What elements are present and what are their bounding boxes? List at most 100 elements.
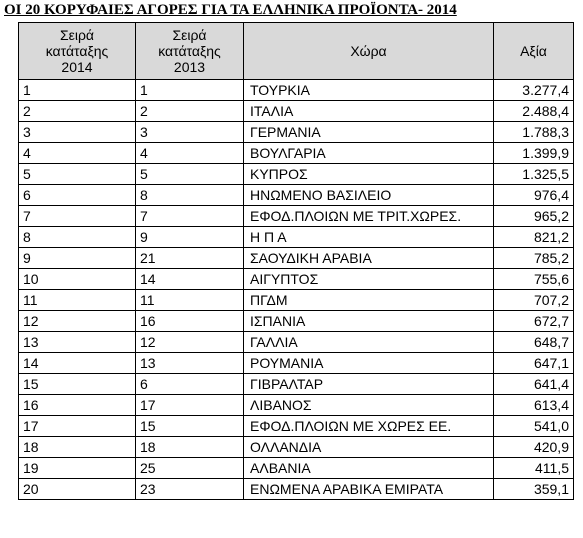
table-cell: 17 [18,415,136,437]
table-body: 1 1 ΤΟΥΡΚΙΑ 3.277,4 2 2 ΙΤΑΛΙΑ 2.488,4 3 3 ΓΕΡΜΑΝΙ… [18,79,574,500]
table-cell: 976,4 [493,184,574,206]
table-cell: 7 [135,205,244,227]
table-row: 18 18 ΟΛΛΑΝΔΙΑ 420,9 [18,436,574,458]
table-cell: 6 [135,373,244,395]
table-cell: ΓΑΛΛΙΑ [243,331,494,353]
table-cell: ΟΛΛΑΝΔΙΑ [243,436,494,458]
table-cell: 3.277,4 [493,79,574,101]
table-cell: 359,1 [493,478,574,500]
table-row: 2 2 ΙΤΑΛΙΑ 2.488,4 [18,100,574,122]
table-cell: ΕΦΟΔ.ΠΛΟΙΩΝ ΜΕ ΤΡΙΤ.ΧΩΡΕΣ. [243,205,494,227]
table-cell: 11 [135,289,244,311]
table-row: 12 16 ΙΣΠΑΝΙΑ 672,7 [18,310,574,332]
table: Σειρά κατάταξης 2014 Σειρά κατάταξης 2013… [18,22,574,500]
table-cell: 20 [18,478,136,500]
table-cell: 648,7 [493,331,574,353]
table-cell: ΓΙΒΡΑΛΤΑΡ [243,373,494,395]
table-cell: ΚΥΠΡΟΣ [243,163,494,185]
table-cell: 8 [18,226,136,248]
table-cell: 15 [18,373,136,395]
table-cell: 420,9 [493,436,574,458]
table-cell: ΑΙΓΥΠΤΟΣ [243,268,494,290]
table-row: 11 11 ΠΓΔΜ 707,2 [18,289,574,311]
table-row: 1 1 ΤΟΥΡΚΙΑ 3.277,4 [18,79,574,101]
table-cell: 18 [135,436,244,458]
table-row: 16 17 ΛΙΒΑΝΟΣ 613,4 [18,394,574,416]
table-cell: 12 [135,331,244,353]
table-row: 4 4 ΒΟΥΛΓΑΡΙΑ 1.399,9 [18,142,574,164]
table-cell: 641,4 [493,373,574,395]
table-cell: 2 [18,100,136,122]
table-cell: 16 [135,310,244,332]
table-cell: 7 [18,205,136,227]
table-row: 17 15 ΕΦΟΔ.ΠΛΟΙΩΝ ΜΕ ΧΩΡΕΣ ΕΕ. 541,0 [18,415,574,437]
table-cell: 21 [135,247,244,269]
table-cell: 541,0 [493,415,574,437]
table-cell: 2.488,4 [493,100,574,122]
table-row: 13 12 ΓΑΛΛΙΑ 648,7 [18,331,574,353]
table-cell: ΕΦΟΔ.ΠΛΟΙΩΝ ΜΕ ΧΩΡΕΣ ΕΕ. [243,415,494,437]
table-cell: ΒΟΥΛΓΑΡΙΑ [243,142,494,164]
table-cell: ΕΝΩΜΕΝΑ ΑΡΑΒΙΚΑ ΕΜΙΡΑΤΑ [243,478,494,500]
table-cell: Η Π Α [243,226,494,248]
table-cell: 13 [135,352,244,374]
table-cell: 1.325,5 [493,163,574,185]
table-cell: 613,4 [493,394,574,416]
table-row: 5 5 ΚΥΠΡΟΣ 1.325,5 [18,163,574,185]
table-cell: 9 [18,247,136,269]
table-cell: 4 [18,142,136,164]
table-row: 9 21 ΣΑΟΥΔΙΚΗ ΑΡΑΒΙΑ 785,2 [18,247,574,269]
table-cell: 25 [135,457,244,479]
header-row: Σειρά κατάταξης 2014 Σειρά κατάταξης 2013… [18,22,574,80]
table-cell: 23 [135,478,244,500]
table-cell: ΗΝΩΜΕΝΟ ΒΑΣΙΛΕΙΟ [243,184,494,206]
header-cell: Χώρα [243,22,494,80]
table-cell: 1.399,9 [493,142,574,164]
table-cell: 5 [135,163,244,185]
table-cell: ΑΛΒΑΝΙΑ [243,457,494,479]
table-cell: ΛΙΒΑΝΟΣ [243,394,494,416]
table-cell: 1 [18,79,136,101]
title: ΟΙ 20 ΚΟΡΥΦΑΙΕΣ ΑΓΟΡΕΣ ΓΙΑ ΤΑ ΕΛΛΗΝΙΚΑ Π… [4,2,457,18]
table-cell: 707,2 [493,289,574,311]
table-cell: 14 [135,268,244,290]
table-cell: 4 [135,142,244,164]
table-cell: ΓΕΡΜΑΝΙΑ [243,121,494,143]
table-row: 10 14 ΑΙΓΥΠΤΟΣ 755,6 [18,268,574,290]
table-cell: ΙΣΠΑΝΙΑ [243,310,494,332]
table-cell: 5 [18,163,136,185]
table-row: 14 13 ΡΟΥΜΑΝΙΑ 647,1 [18,352,574,374]
table-cell: 16 [18,394,136,416]
table-cell: 785,2 [493,247,574,269]
table-cell: 8 [135,184,244,206]
table-cell: 411,5 [493,457,574,479]
table-cell: 3 [18,121,136,143]
header-cell: Σειρά κατάταξης 2013 [135,22,244,80]
table-cell: ΣΑΟΥΔΙΚΗ ΑΡΑΒΙΑ [243,247,494,269]
table-cell: 6 [18,184,136,206]
table-cell: 17 [135,394,244,416]
table-row: 3 3 ΓΕΡΜΑΝΙΑ 1.788,3 [18,121,574,143]
table-cell: 647,1 [493,352,574,374]
table-row: 7 7 ΕΦΟΔ.ΠΛΟΙΩΝ ΜΕ ΤΡΙΤ.ΧΩΡΕΣ. 965,2 [18,205,574,227]
table-row: 19 25 ΑΛΒΑΝΙΑ 411,5 [18,457,574,479]
header-cell: Σειρά κατάταξης 2014 [18,22,136,80]
table-cell: 11 [18,289,136,311]
table-cell: 10 [18,268,136,290]
table-cell: ΙΤΑΛΙΑ [243,100,494,122]
table-cell: 12 [18,310,136,332]
table-cell: 965,2 [493,205,574,227]
table-row: 6 8 ΗΝΩΜΕΝΟ ΒΑΣΙΛΕΙΟ 976,4 [18,184,574,206]
table-cell: 13 [18,331,136,353]
table-row: 20 23 ΕΝΩΜΕΝΑ ΑΡΑΒΙΚΑ ΕΜΙΡΑΤΑ 359,1 [18,478,574,500]
header-cell: Αξία [493,22,574,80]
table-cell: 3 [135,121,244,143]
table-cell: ΠΓΔΜ [243,289,494,311]
table-cell: 821,2 [493,226,574,248]
table-cell: 2 [135,100,244,122]
table-cell: 18 [18,436,136,458]
table-cell: 755,6 [493,268,574,290]
table-cell: ΤΟΥΡΚΙΑ [243,79,494,101]
